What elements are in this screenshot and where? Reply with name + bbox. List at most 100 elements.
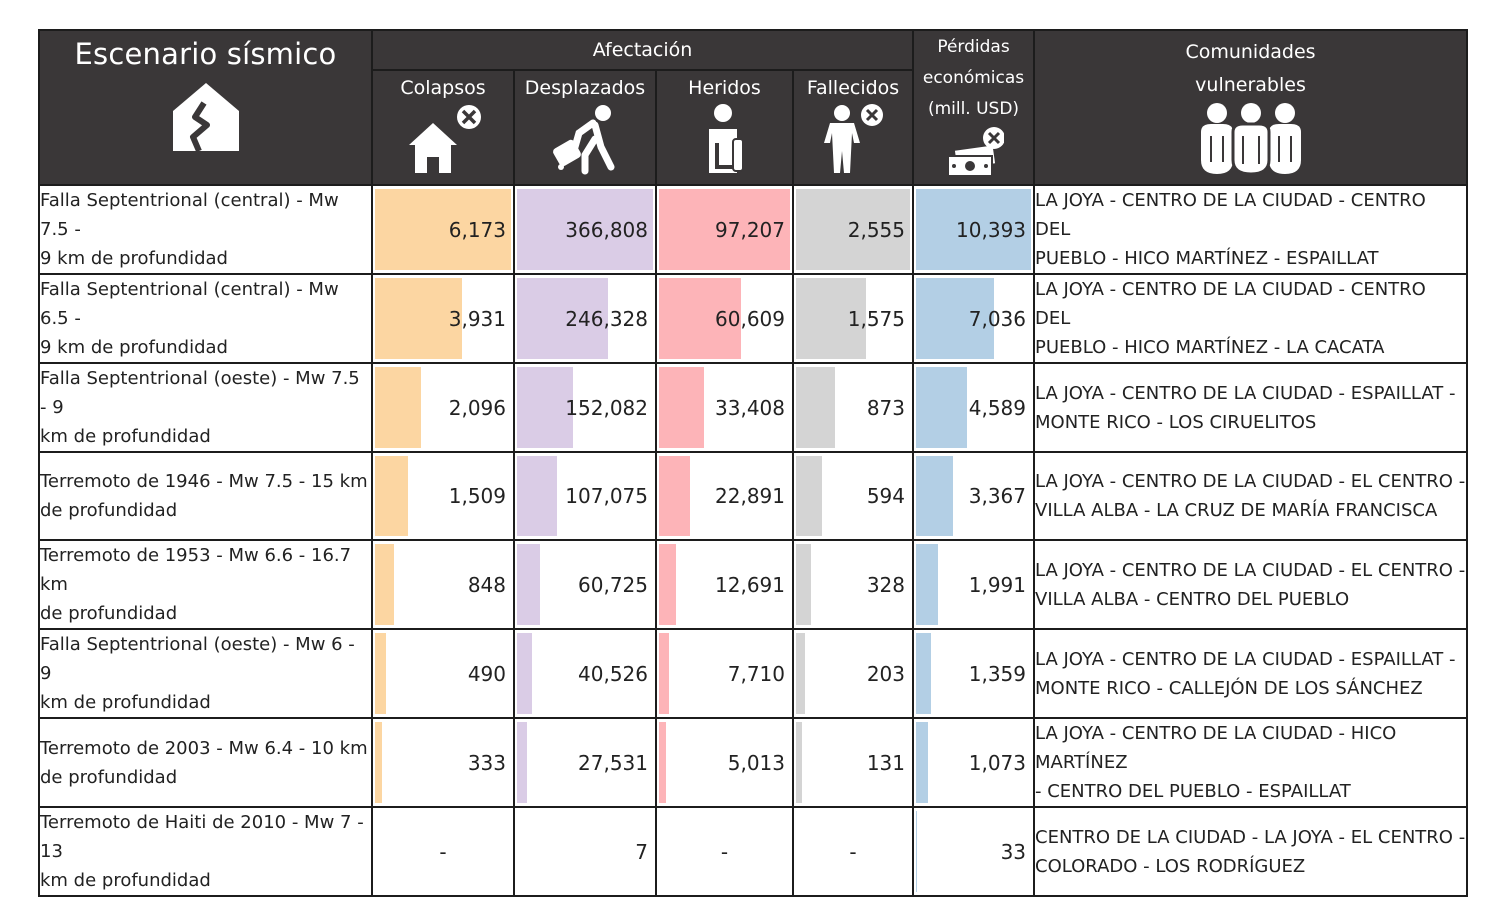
desplazados-value: 40,526	[578, 661, 648, 686]
perdidas-cell: 4,589	[912, 362, 1036, 453]
comunidades-label-1: Comunidades	[1185, 41, 1316, 63]
fallecidos-value: 328	[866, 572, 906, 597]
perdidas-cell: 1,359	[912, 628, 1036, 719]
desplazados-data-bar	[517, 633, 532, 714]
scenario-cell: Terremoto de Haiti de 2010 - Mw 7 - 13 km…	[38, 806, 373, 897]
desplazados-data-bar	[517, 722, 528, 803]
table-row: Terremoto de 1946 - Mw 7.5 - 15 km de pro…	[38, 451, 1469, 541]
fallecidos-cell: 873	[791, 362, 915, 453]
perdidas-cell: 7,036	[912, 273, 1036, 364]
seismic-scenario-table: Escenario sísmico Afectación Pérdidas ec…	[38, 29, 1469, 897]
heridos-value: -	[720, 839, 729, 864]
colapsos-data-bar	[375, 367, 422, 448]
heridos-cell: 97,207	[655, 184, 794, 275]
scenario-text-line-1: Terremoto de 1953 - Mw 6.6 - 16.7 km	[40, 545, 352, 595]
comunidades-text-line-2: VILLA ALBA - CENTRO DEL PUEBLO	[1035, 588, 1350, 610]
colapsos-value: 1,509	[448, 484, 506, 508]
perdidas-value: 4,589	[968, 395, 1027, 420]
comunidades-cell: LA JOYA - CENTRO DE LA CIUDAD - EL CENTR…	[1033, 451, 1469, 541]
heridos-value: 22,891	[715, 484, 785, 508]
scenario-text-line-1: Falla Septentrional (central) - Mw 7.5 -	[40, 190, 339, 240]
perdidas-data-bar	[916, 722, 928, 803]
desplazados-value: 60,725	[578, 572, 648, 597]
perdidas-label-2: económicas	[922, 68, 1025, 88]
desplazados-value: 246,328	[565, 306, 648, 331]
fallecidos-label: Fallecidos	[806, 77, 900, 99]
heridos-cell: -	[655, 806, 794, 897]
fallecidos-data-bar	[796, 456, 823, 536]
desplazados-data-bar	[517, 456, 557, 536]
comunidades-header: Comunidades vulnerables	[1033, 29, 1469, 186]
heridos-value: 7,710	[727, 661, 785, 686]
table-row: Terremoto de 1953 - Mw 6.6 - 16.7 km de p…	[38, 539, 1469, 630]
fallecidos-value: 131	[866, 750, 906, 775]
colapsos-label: Colapsos	[400, 77, 486, 99]
table-row: Terremoto de Haiti de 2010 - Mw 7 - 13 km…	[38, 806, 1469, 897]
desplazados-cell: 366,808	[513, 184, 657, 275]
desplazados-value: 152,082	[565, 395, 648, 420]
desplazados-cell: 107,075	[513, 451, 657, 541]
fallecidos-value: 1,575	[847, 306, 906, 331]
comunidades-text-line-2: VILLA ALBA - LA CRUZ DE MARÍA FRANCISCA	[1035, 500, 1438, 521]
perdidas-value: 1,073	[968, 750, 1027, 775]
scenario-cell: Falla Septentrional (central) - Mw 7.5 -…	[38, 184, 373, 275]
afectacion-title: Afectación	[592, 39, 693, 61]
colapsos-value: -	[439, 839, 447, 864]
desplazados-data-bar	[517, 544, 540, 625]
perdidas-cell: 33	[912, 806, 1036, 897]
fallecidos-value: 594	[866, 484, 906, 508]
desplazados-cell: 152,082	[513, 362, 657, 453]
perdidas-data-bar	[916, 633, 932, 714]
heridos-data-bar	[659, 722, 666, 803]
perdidas-data-bar	[916, 544, 939, 625]
desplazados-value: 27,531	[578, 750, 648, 775]
scenario-text-line-1: Terremoto de 1946 - Mw 7.5 - 15 km	[40, 471, 368, 492]
fallecidos-data-bar	[796, 544, 811, 625]
fallecidos-header: Fallecidos	[791, 69, 915, 186]
scenario-text-line-2: 9 km de profundidad	[40, 337, 228, 358]
table-body: Falla Septentrional (central) - Mw 7.5 -…	[38, 184, 1469, 897]
displaced-person-icon	[515, 103, 655, 175]
fallecidos-cell: 131	[791, 717, 915, 808]
comunidades-text-line-1: LA JOYA - CENTRO DE LA CIUDAD - CENTRO D…	[1035, 190, 1426, 240]
scenario-header: Escenario sísmico	[38, 29, 373, 186]
scenario-text-line-2: de profundidad	[40, 766, 178, 788]
colapsos-value: 3,931	[448, 306, 506, 331]
colapsos-header: Colapsos	[371, 69, 515, 186]
colapsos-cell: 6,173	[371, 184, 515, 275]
comunidades-text-line-1: CENTRO DE LA CIUDAD - LA JOYA - EL CENTR…	[1035, 826, 1466, 848]
table-row: Falla Septentrional (oeste) - Mw 6 - 9 km…	[38, 628, 1469, 719]
comunidades-text-line-2: MONTE RICO - LOS CIRUELITOS	[1035, 411, 1317, 433]
scenario-cell: Terremoto de 2003 - Mw 6.4 - 10 km de pro…	[38, 717, 373, 808]
fallecidos-data-bar	[796, 633, 805, 714]
heridos-value: 97,207	[715, 217, 785, 242]
heridos-data-bar	[659, 189, 790, 270]
heridos-value: 12,691	[715, 572, 785, 597]
colapsos-cell: 3,931	[371, 273, 515, 364]
heridos-cell: 60,609	[655, 273, 794, 364]
fallecidos-value: 203	[866, 661, 906, 686]
heridos-cell: 5,013	[655, 717, 794, 808]
colapsos-value: 848	[467, 572, 506, 597]
comunidades-text-line-1: LA JOYA - CENTRO DE LA CIUDAD - EL CENTR…	[1035, 471, 1466, 492]
fallecidos-data-bar	[796, 722, 802, 803]
heridos-label: Heridos	[688, 77, 761, 99]
colapsos-cell: 333	[371, 717, 515, 808]
desplazados-value: 107,075	[565, 484, 648, 508]
comunidades-text-line-1: LA JOYA - CENTRO DE LA CIUDAD - HICO MAR…	[1035, 723, 1397, 773]
scenario-text-line-1: Terremoto de 2003 - Mw 6.4 - 10 km	[40, 737, 368, 759]
scenario-text-line-2: km de profundidad	[40, 870, 211, 891]
comunidades-cell: LA JOYA - CENTRO DE LA CIUDAD - HICO MAR…	[1033, 717, 1469, 808]
colapsos-data-bar	[375, 722, 383, 803]
comunidades-text-line-2: COLORADO - LOS RODRÍGUEZ	[1035, 855, 1306, 877]
heridos-cell: 12,691	[655, 539, 794, 630]
comunidades-cell: LA JOYA - CENTRO DE LA CIUDAD - ESPAILLA…	[1033, 628, 1469, 719]
table-row: Falla Septentrional (central) - Mw 7.5 -…	[38, 184, 1469, 275]
perdidas-cell: 10,393	[912, 184, 1036, 275]
heridos-data-bar	[659, 633, 670, 714]
desplazados-cell: 246,328	[513, 273, 657, 364]
comunidades-cell: LA JOYA - CENTRO DE LA CIUDAD - CENTRO D…	[1033, 273, 1469, 364]
perdidas-header: Pérdidas económicas (mill. USD)	[912, 29, 1036, 186]
scenario-cell: Falla Septentrional (oeste) - Mw 7.5 - 9…	[38, 362, 373, 453]
earthquake-house-icon	[40, 81, 371, 153]
